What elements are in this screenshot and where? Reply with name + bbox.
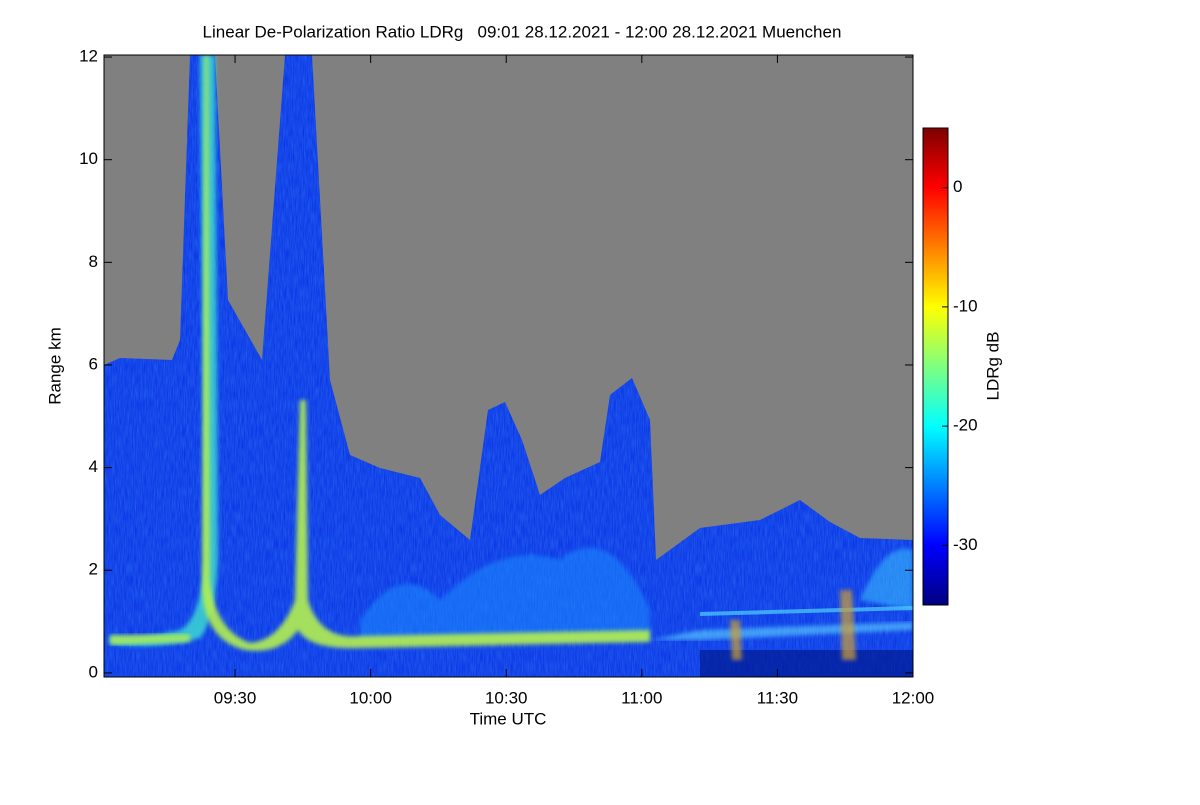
chart-title: Linear De-Polarization Ratio LDRg 09:01 … bbox=[203, 22, 842, 41]
colorbar-tick-label: -10 bbox=[953, 296, 978, 315]
colorbar-tick-label: -30 bbox=[953, 535, 978, 554]
colorbar-label: LDRg dB bbox=[983, 332, 1002, 401]
x-tick-label: 10:00 bbox=[349, 688, 392, 707]
y-tick-label: 6 bbox=[89, 354, 98, 373]
colorbar bbox=[922, 127, 949, 606]
y-tick-label: 8 bbox=[89, 252, 98, 271]
colorbar-tick-label: 0 bbox=[953, 177, 962, 196]
y-tick-label: 2 bbox=[89, 560, 98, 579]
plot-frame bbox=[103, 54, 914, 678]
colorbar-tick-label: -20 bbox=[953, 416, 978, 435]
y-tick-label: 4 bbox=[89, 457, 98, 476]
x-tick-label: 09:30 bbox=[214, 688, 257, 707]
y-tick-label: 0 bbox=[89, 662, 98, 681]
y-tick-label: 12 bbox=[79, 47, 98, 66]
x-tick-label: 11:00 bbox=[621, 688, 662, 707]
y-axis-label: Range km bbox=[45, 327, 64, 404]
x-tick-label: 10:30 bbox=[485, 688, 528, 707]
heatmap-image bbox=[104, 55, 913, 677]
x-axis-label: Time UTC bbox=[470, 709, 547, 728]
x-tick-label: 12:00 bbox=[892, 688, 935, 707]
x-tick-label: 11:30 bbox=[757, 688, 798, 707]
y-tick-label: 10 bbox=[79, 149, 98, 168]
